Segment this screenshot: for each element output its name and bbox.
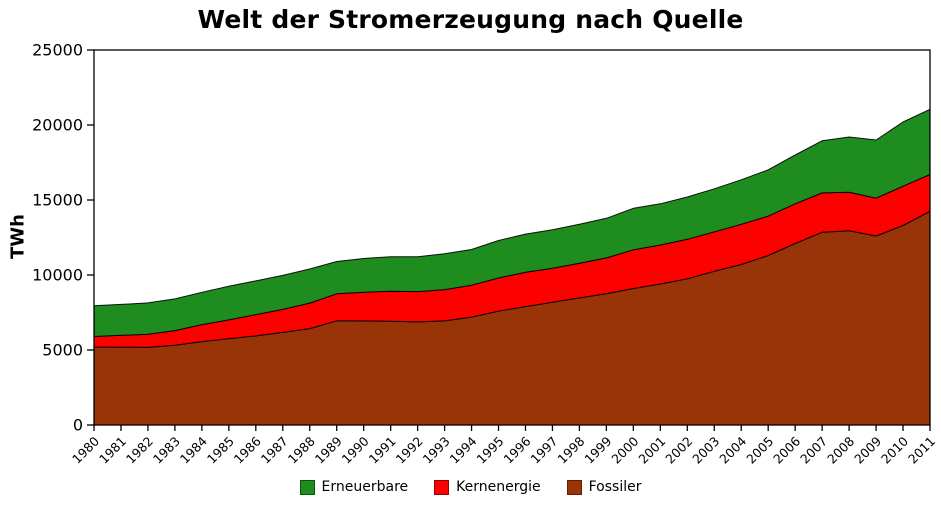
plot-frame <box>93 49 931 426</box>
fossiler-swatch-icon <box>566 479 582 495</box>
y-tick-label: 0 <box>73 416 83 435</box>
x-tick-label: 1999 <box>581 433 614 466</box>
x-tick-label: 1988 <box>285 433 318 466</box>
x-tick-label: 1993 <box>420 434 453 467</box>
y-tick-label: 10000 <box>32 266 83 285</box>
x-tick-label: 2000 <box>608 433 641 466</box>
x-tick-label: 2008 <box>824 433 857 466</box>
x-tick-label: 1998 <box>554 433 587 466</box>
x-tick-label: 2005 <box>743 434 776 467</box>
chart-title: Welt der Stromerzeugung nach Quelle <box>197 5 744 34</box>
x-tick-label: 1994 <box>447 433 480 466</box>
legend-item-fossiler: Fossiler <box>566 479 642 495</box>
kernenergie-swatch-icon <box>434 479 450 495</box>
x-tick-label: 1980 <box>69 433 102 466</box>
x-tick-label: 2010 <box>878 433 911 466</box>
legend-item-kernenergie: Kernenergie <box>434 479 541 495</box>
x-tick-label: 1981 <box>96 434 129 467</box>
x-tick-label: 1990 <box>339 433 372 466</box>
x-tick-label: 2003 <box>689 434 722 467</box>
x-tick-label: 1984 <box>177 433 210 466</box>
y-tick-label: 25000 <box>32 41 83 60</box>
x-tick-label: 2006 <box>770 433 803 466</box>
x-tick-label: 1983 <box>150 434 183 467</box>
x-tick-label: 1989 <box>312 433 345 466</box>
x-tick-label: 1995 <box>474 434 507 467</box>
x-tick-label: 1982 <box>123 434 156 467</box>
x-tick-label: 2001 <box>635 434 668 467</box>
x-tick-label: 1987 <box>258 434 291 467</box>
y-tick-label: 15000 <box>32 191 83 210</box>
x-tick-label: 1996 <box>501 433 534 466</box>
y-tick-label: 5000 <box>42 341 83 360</box>
x-tick-label: 1992 <box>393 434 426 467</box>
y-tick-label: 20000 <box>32 116 83 135</box>
x-tick-label: 1986 <box>231 433 264 466</box>
erneuerbare-swatch-icon <box>299 479 315 495</box>
legend-label-kernenergie: Kernenergie <box>456 479 541 495</box>
x-tick-label: 1991 <box>366 434 399 467</box>
x-tick-label: 2004 <box>716 433 749 466</box>
legend-label-erneuerbare: Erneuerbare <box>321 479 409 495</box>
chart-legend: Erneuerbare Kernenergie Fossiler <box>0 479 941 495</box>
x-tick-label: 2007 <box>797 434 830 467</box>
x-tick-label: 2002 <box>662 434 695 467</box>
x-tick-label: 1985 <box>204 434 237 467</box>
x-tick-label: 2011 <box>905 434 938 467</box>
legend-item-erneuerbare: Erneuerbare <box>299 479 409 495</box>
legend-label-fossiler: Fossiler <box>588 479 642 495</box>
x-tick-label: 1997 <box>527 434 560 467</box>
x-tick-label: 2009 <box>851 433 884 466</box>
